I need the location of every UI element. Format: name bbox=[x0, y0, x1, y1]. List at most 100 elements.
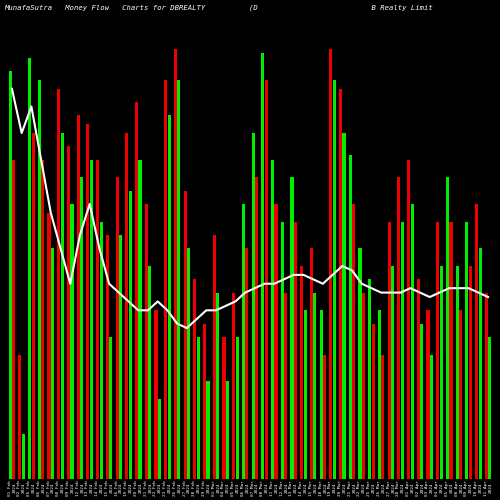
Bar bbox=[323, 354, 326, 478]
Bar bbox=[407, 160, 410, 478]
Bar bbox=[80, 178, 84, 478]
Bar bbox=[236, 337, 238, 478]
Bar bbox=[459, 310, 462, 478]
Bar bbox=[184, 190, 186, 478]
Bar bbox=[110, 337, 112, 478]
Bar bbox=[116, 178, 118, 478]
Bar bbox=[456, 266, 458, 478]
Bar bbox=[469, 266, 472, 478]
Bar bbox=[154, 310, 158, 478]
Bar bbox=[450, 222, 452, 478]
Bar bbox=[475, 204, 478, 478]
Bar bbox=[193, 280, 196, 478]
Bar bbox=[416, 280, 420, 478]
Bar bbox=[252, 133, 254, 478]
Bar bbox=[196, 337, 200, 478]
Bar bbox=[304, 310, 307, 478]
Bar bbox=[426, 310, 430, 478]
Bar bbox=[271, 160, 274, 478]
Bar bbox=[128, 190, 132, 478]
Bar bbox=[290, 178, 294, 478]
Bar bbox=[28, 58, 31, 478]
Bar bbox=[391, 266, 394, 478]
Bar bbox=[164, 80, 167, 478]
Bar bbox=[8, 71, 12, 478]
Bar bbox=[284, 292, 288, 478]
Bar bbox=[148, 266, 152, 478]
Bar bbox=[119, 235, 122, 478]
Bar bbox=[206, 381, 210, 478]
Bar bbox=[246, 248, 248, 478]
Bar bbox=[320, 310, 322, 478]
Bar bbox=[187, 248, 190, 478]
Bar bbox=[168, 116, 170, 478]
Bar bbox=[38, 80, 41, 478]
Bar bbox=[446, 178, 449, 478]
Bar bbox=[222, 337, 226, 478]
Bar bbox=[466, 222, 468, 478]
Bar bbox=[339, 89, 342, 478]
Bar bbox=[333, 80, 336, 478]
Bar bbox=[242, 204, 245, 478]
Bar bbox=[18, 354, 22, 478]
Bar bbox=[178, 80, 180, 478]
Bar bbox=[314, 292, 316, 478]
Bar bbox=[430, 354, 433, 478]
Bar bbox=[138, 160, 141, 478]
Bar bbox=[378, 310, 381, 478]
Bar bbox=[372, 324, 375, 478]
Bar bbox=[398, 178, 400, 478]
Bar bbox=[144, 204, 148, 478]
Bar bbox=[255, 178, 258, 478]
Bar bbox=[96, 160, 99, 478]
Bar bbox=[436, 222, 440, 478]
Text: MunafaSutra   Money Flow   Charts for DBREALTY          (D                      : MunafaSutra Money Flow Charts for DBREAL… bbox=[4, 4, 433, 11]
Bar bbox=[294, 222, 297, 478]
Bar bbox=[70, 204, 74, 478]
Bar bbox=[478, 248, 482, 478]
Bar bbox=[362, 292, 365, 478]
Bar bbox=[42, 160, 44, 478]
Bar bbox=[232, 292, 235, 478]
Bar bbox=[352, 204, 356, 478]
Bar bbox=[368, 280, 372, 478]
Bar bbox=[226, 381, 229, 478]
Bar bbox=[22, 434, 25, 478]
Bar bbox=[125, 133, 128, 478]
Bar bbox=[410, 204, 414, 478]
Bar bbox=[51, 248, 54, 478]
Bar bbox=[274, 204, 278, 478]
Bar bbox=[440, 266, 443, 478]
Bar bbox=[76, 116, 80, 478]
Bar bbox=[135, 102, 138, 478]
Bar bbox=[330, 49, 332, 478]
Bar bbox=[310, 248, 313, 478]
Bar bbox=[382, 354, 384, 478]
Bar bbox=[67, 146, 70, 478]
Bar bbox=[300, 266, 304, 478]
Bar bbox=[484, 292, 488, 478]
Bar bbox=[488, 337, 492, 478]
Bar bbox=[342, 133, 345, 478]
Bar bbox=[216, 292, 220, 478]
Bar bbox=[388, 222, 390, 478]
Bar bbox=[60, 133, 64, 478]
Bar bbox=[86, 124, 90, 478]
Bar bbox=[265, 80, 268, 478]
Bar bbox=[262, 54, 264, 478]
Bar bbox=[90, 160, 93, 478]
Bar bbox=[401, 222, 404, 478]
Bar bbox=[358, 248, 362, 478]
Bar bbox=[203, 324, 206, 478]
Bar bbox=[158, 399, 161, 478]
Bar bbox=[57, 89, 60, 478]
Bar bbox=[100, 222, 102, 478]
Bar bbox=[420, 324, 424, 478]
Bar bbox=[12, 160, 16, 478]
Bar bbox=[212, 235, 216, 478]
Bar bbox=[106, 235, 109, 478]
Bar bbox=[348, 155, 352, 478]
Bar bbox=[280, 222, 284, 478]
Bar bbox=[48, 213, 50, 478]
Bar bbox=[32, 133, 34, 478]
